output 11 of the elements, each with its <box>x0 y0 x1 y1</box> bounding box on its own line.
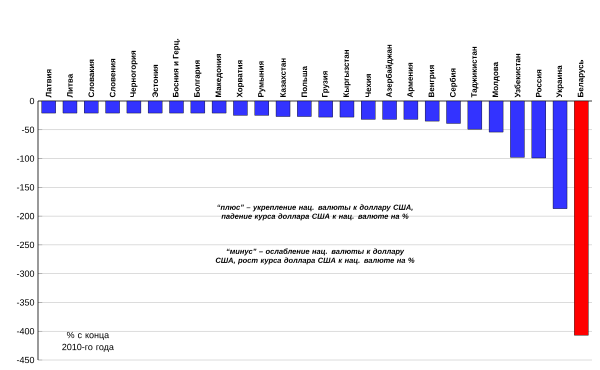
annotation: % с конца 2010-го года <box>62 332 114 352</box>
y-tick-label: -50 <box>22 126 34 133</box>
y-tick-label: -100 <box>16 155 34 162</box>
y-tick-label: -450 <box>16 356 34 364</box>
y-tick-label: -350 <box>16 299 34 306</box>
y-tick-label: -250 <box>16 242 34 248</box>
y-tick-label: -300 <box>16 270 34 277</box>
y-tick-label: 0 <box>30 98 34 104</box>
y-tick-label: -150 <box>16 184 34 191</box>
y-tick-label: -400 <box>16 328 34 334</box>
y-tick-label: -200 <box>16 212 34 220</box>
